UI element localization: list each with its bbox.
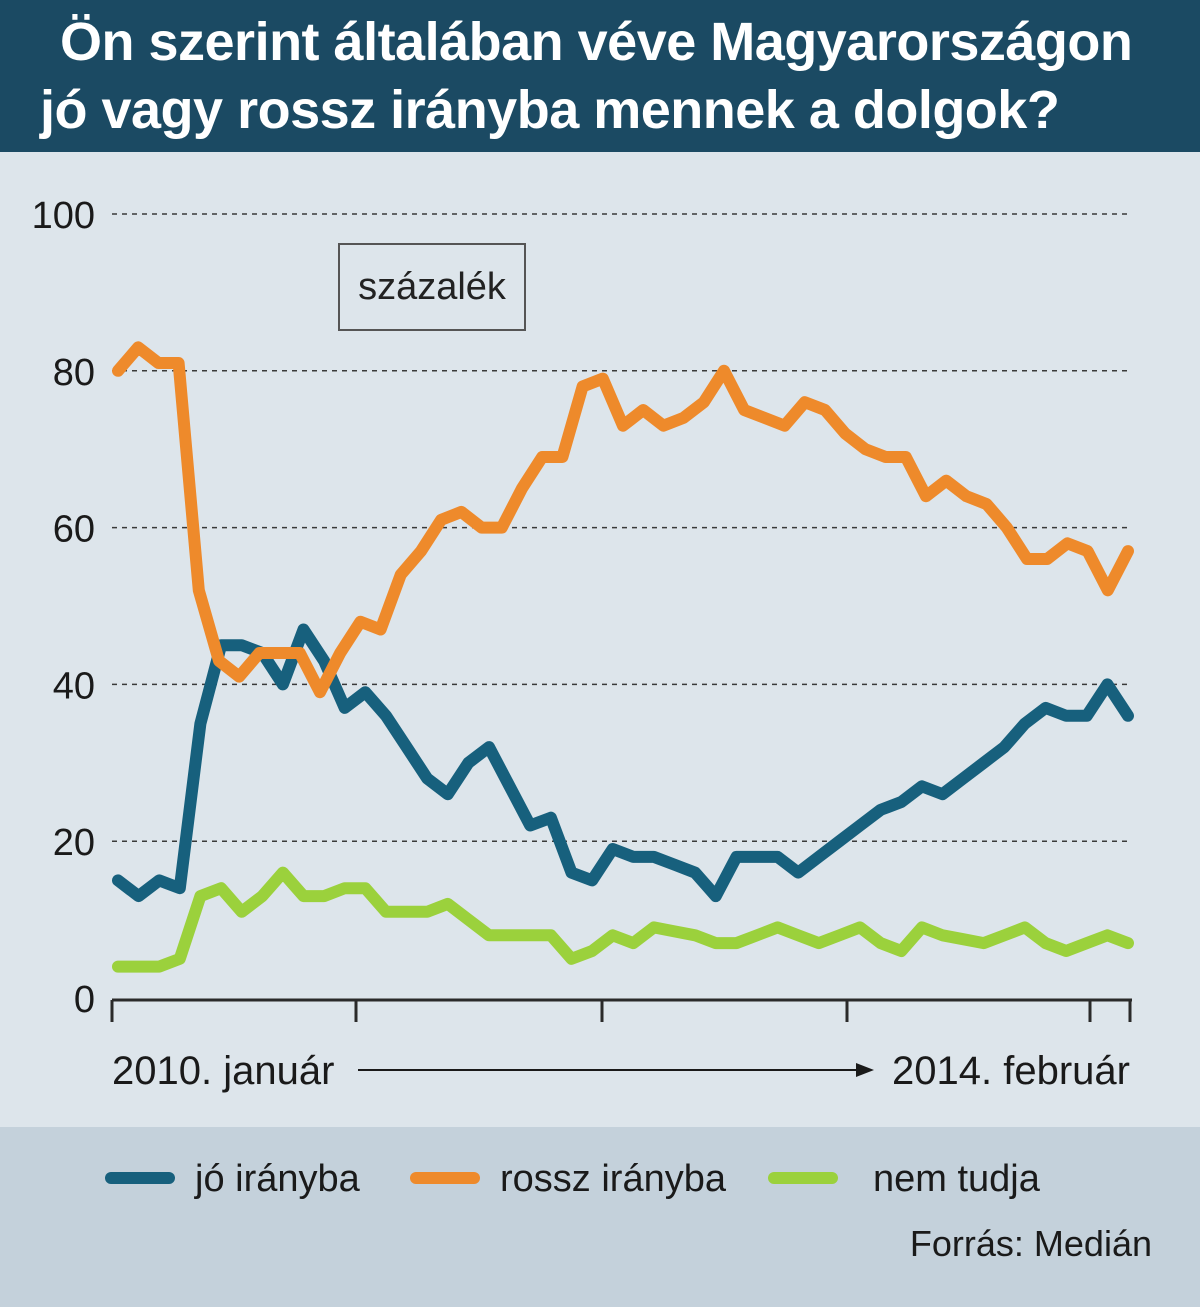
legend-label-rossz: rossz irányba xyxy=(500,1158,726,1200)
time-arrow-head xyxy=(856,1063,874,1077)
plot-background xyxy=(0,152,1200,1127)
y-tick-label-100: 100 xyxy=(32,195,95,237)
x-end-label: 2014. február xyxy=(892,1049,1130,1093)
y-tick-label-0: 0 xyxy=(74,979,95,1021)
unit-label-box: százalék xyxy=(338,243,526,331)
series-line-jo xyxy=(112,623,1134,903)
legend: jó irányba rossz irányba nem tudja Forrá… xyxy=(0,1127,1200,1307)
chart-title-line-1: Ön szerint általában véve Magyarországon xyxy=(60,12,1133,72)
y-tick-label-40: 40 xyxy=(53,665,95,707)
y-tick-label-80: 80 xyxy=(53,352,95,394)
legend-swatch-nem xyxy=(768,1172,838,1184)
legend-label-jo: jó irányba xyxy=(195,1158,360,1200)
series-line-rossz xyxy=(112,341,1134,699)
legend-swatch-rossz xyxy=(410,1172,480,1184)
line-chart: 0 20 40 60 80 100 2010. január 2014. február xyxy=(32,195,1134,1093)
legend-swatch-jo xyxy=(105,1172,175,1184)
chart-header: Ön szerint általában véve Magyarországon… xyxy=(0,0,1200,152)
series-line-nem xyxy=(112,866,1134,973)
x-start-label: 2010. január xyxy=(112,1049,334,1093)
y-tick-label-60: 60 xyxy=(53,509,95,551)
legend-label-nem: nem tudja xyxy=(873,1158,1040,1200)
chart-title-line-2: jó vagy rossz irányba mennek a dolgok? xyxy=(40,80,1060,140)
y-tick-label-20: 20 xyxy=(53,822,95,864)
source-note: Forrás: Medián xyxy=(909,1223,1152,1264)
